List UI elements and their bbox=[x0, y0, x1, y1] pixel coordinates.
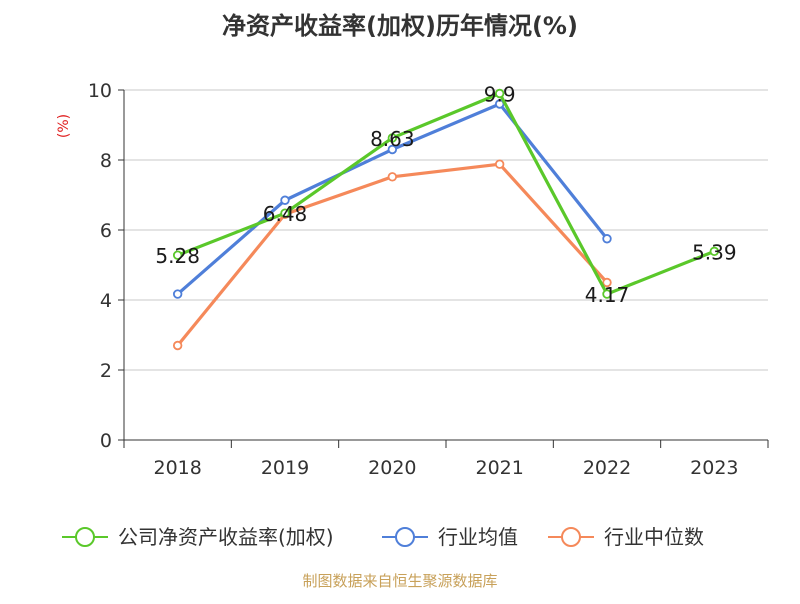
data-point[interactable] bbox=[172, 289, 183, 299]
x-tick-label: 2018 bbox=[153, 457, 201, 479]
series-0 bbox=[172, 88, 720, 299]
grid-lines bbox=[124, 89, 768, 371]
y-tick-label: 2 bbox=[100, 360, 112, 382]
data-point[interactable] bbox=[387, 144, 398, 155]
legend-label: 行业均值 bbox=[438, 525, 518, 549]
data-point[interactable] bbox=[602, 289, 612, 299]
legend-circle-marker bbox=[395, 527, 415, 547]
data-label: 4.17 bbox=[585, 283, 630, 307]
y-axis-label: (%) bbox=[56, 114, 72, 138]
data-point[interactable] bbox=[280, 195, 290, 205]
legend-circle-marker bbox=[75, 527, 95, 547]
data-point[interactable] bbox=[172, 250, 183, 260]
legend-item[interactable]: 行业中位数 bbox=[548, 525, 704, 549]
y-tick-label: 8 bbox=[100, 150, 112, 172]
legend-label: 公司净资产收益率(加权) bbox=[118, 525, 334, 549]
x-tick-label: 2021 bbox=[475, 457, 523, 479]
x-tick-label: 2020 bbox=[368, 457, 416, 479]
data-point[interactable] bbox=[494, 99, 505, 109]
series-lines bbox=[172, 88, 720, 351]
data-point[interactable] bbox=[172, 340, 183, 351]
data-point[interactable] bbox=[387, 172, 398, 182]
series-line bbox=[176, 91, 716, 296]
data-point[interactable] bbox=[602, 234, 612, 244]
axes bbox=[118, 89, 769, 448]
series-2 bbox=[172, 159, 612, 351]
data-label: 5.28 bbox=[155, 244, 200, 268]
data-label: 6.48 bbox=[263, 202, 308, 226]
legend-item[interactable]: 行业均值 bbox=[382, 525, 518, 549]
legend-circle-marker bbox=[561, 527, 581, 547]
data-point[interactable] bbox=[280, 208, 290, 218]
x-tick-label: 2019 bbox=[261, 457, 309, 479]
data-point[interactable] bbox=[387, 133, 398, 143]
data-point[interactable] bbox=[709, 246, 720, 257]
chart-title: 净资产收益率(加权)历年情况(%) bbox=[222, 12, 578, 40]
data-point[interactable] bbox=[602, 277, 612, 288]
x-tick-labels: 2018 2019 2020 2021 2022 2023 bbox=[153, 457, 738, 479]
y-tick-label: 6 bbox=[100, 220, 112, 242]
x-tick-label: 2023 bbox=[690, 457, 738, 479]
data-source-note: 制图数据来自恒生聚源数据库 bbox=[302, 572, 497, 590]
series-line bbox=[176, 162, 609, 348]
x-tick-label: 2022 bbox=[583, 457, 631, 479]
legend-label: 行业中位数 bbox=[604, 525, 704, 549]
y-tick-label: 4 bbox=[100, 290, 112, 312]
legend[interactable]: 公司净资产收益率(加权) 行业均值 行业中位数 bbox=[62, 525, 704, 549]
y-tick-label: 10 bbox=[88, 80, 112, 102]
data-labels: 5.28 6.48 8.63 9.9 4.17 5.39 bbox=[155, 83, 736, 308]
y-tick-labels: 0 2 4 6 8 10 bbox=[88, 80, 112, 452]
series-1 bbox=[172, 99, 612, 299]
data-point[interactable] bbox=[494, 159, 505, 169]
data-label: 5.39 bbox=[692, 240, 737, 264]
data-point[interactable] bbox=[494, 88, 505, 99]
legend-item[interactable]: 公司净资产收益率(加权) bbox=[62, 525, 334, 549]
data-label: 8.63 bbox=[370, 127, 415, 151]
y-tick-label: 0 bbox=[100, 430, 112, 452]
data-label: 9.9 bbox=[484, 83, 516, 107]
